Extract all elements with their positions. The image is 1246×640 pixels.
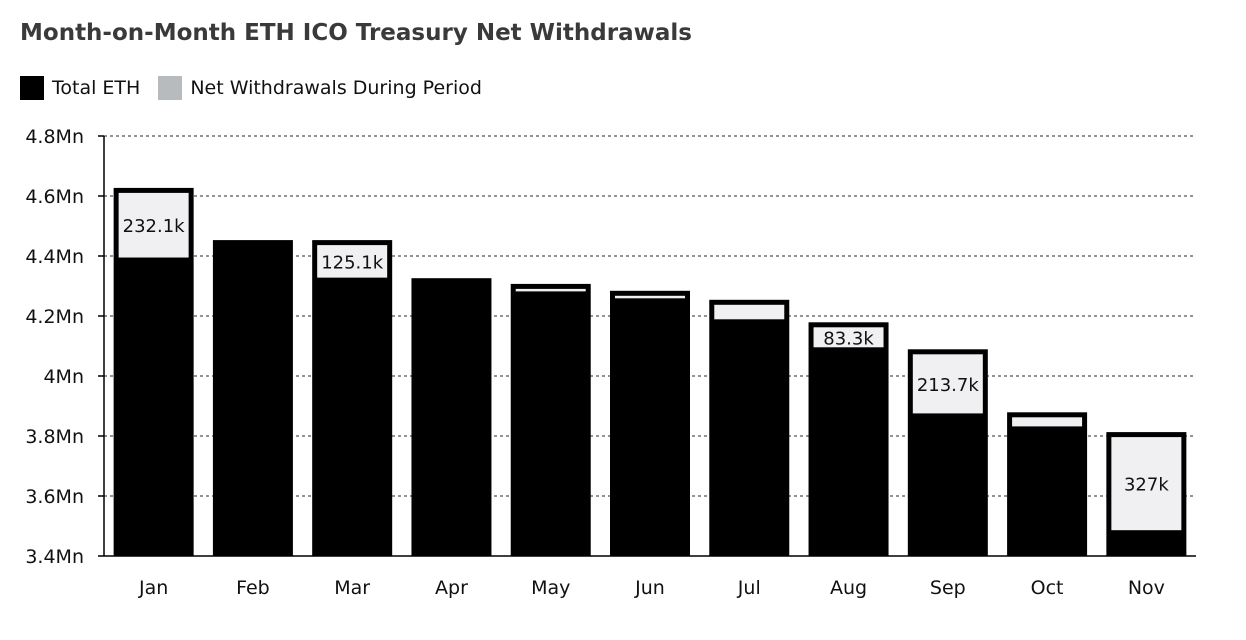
bar-net-withdrawal bbox=[118, 192, 189, 258]
x-tick-label: Feb bbox=[236, 577, 270, 599]
data-label: 213.7k bbox=[917, 375, 980, 396]
data-label: 125.1k bbox=[321, 252, 384, 273]
data-label: 327k bbox=[1124, 475, 1169, 496]
x-tick-label: Sep bbox=[930, 577, 966, 599]
x-tick-label: Mar bbox=[334, 577, 370, 599]
x-tick-label: Nov bbox=[1128, 577, 1165, 599]
bar-total-eth bbox=[212, 240, 293, 556]
bar-total-eth bbox=[709, 299, 790, 556]
x-tick-label: Aug bbox=[830, 577, 867, 599]
legend-item-net-withdrawals[interactable]: Net Withdrawals During Period bbox=[158, 76, 482, 100]
y-tick-label: 3.8Mn bbox=[25, 426, 84, 448]
legend-item-total-eth[interactable]: Total ETH bbox=[20, 76, 140, 100]
bar-net-withdrawal bbox=[1111, 437, 1182, 531]
y-tick-label: 3.6Mn bbox=[25, 486, 84, 508]
bar-net-withdrawal bbox=[317, 245, 388, 278]
bar-total-eth bbox=[610, 290, 690, 556]
y-tick-label: 4Mn bbox=[43, 366, 84, 388]
legend-label-total-eth: Total ETH bbox=[52, 77, 141, 99]
x-tick-label: Jun bbox=[634, 577, 665, 599]
legend: Total ETH Net Withdrawals During Period bbox=[20, 76, 500, 100]
bar-net-withdrawal bbox=[615, 295, 685, 299]
y-tick-label: 4.8Mn bbox=[25, 126, 84, 148]
y-tick-label: 3.4Mn bbox=[25, 546, 84, 568]
y-tick-label: 4.6Mn bbox=[25, 186, 84, 208]
data-label: 232.1k bbox=[123, 216, 186, 237]
bar-net-withdrawal bbox=[515, 288, 586, 292]
bar-total-eth bbox=[411, 278, 492, 556]
bar-net-withdrawal bbox=[714, 304, 785, 320]
chart-title: Month-on-Month ETH ICO Treasury Net With… bbox=[20, 20, 692, 46]
bar-net-withdrawal bbox=[813, 327, 884, 348]
bar-total-eth bbox=[1007, 412, 1088, 556]
x-tick-label: Oct bbox=[1031, 577, 1064, 599]
legend-swatch-total-eth bbox=[20, 76, 44, 100]
y-tick-label: 4.4Mn bbox=[25, 246, 84, 268]
data-label: 83.3k bbox=[823, 328, 874, 349]
bar-net-withdrawal bbox=[1012, 417, 1083, 427]
bar-total-eth bbox=[312, 240, 393, 556]
y-tick-label: 4.2Mn bbox=[25, 306, 84, 328]
legend-label-net-withdrawals: Net Withdrawals During Period bbox=[190, 77, 482, 99]
x-tick-label: May bbox=[531, 577, 570, 599]
x-tick-label: Jan bbox=[138, 577, 168, 599]
x-tick-label: Apr bbox=[435, 577, 468, 599]
bar-total-eth bbox=[510, 283, 591, 556]
bar-net-withdrawal bbox=[912, 354, 983, 414]
bar-total-eth bbox=[808, 322, 889, 556]
legend-swatch-net-withdrawals bbox=[158, 76, 183, 100]
x-tick-label: Jul bbox=[737, 577, 761, 599]
